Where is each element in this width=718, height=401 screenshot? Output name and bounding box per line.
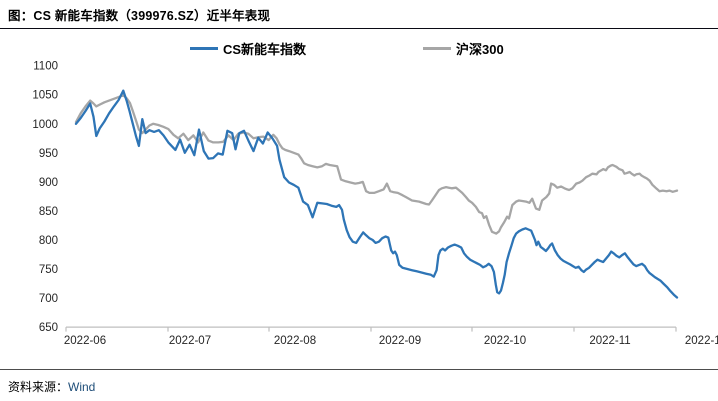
y-axis-tick-label: 650 (39, 322, 58, 334)
y-axis-tick-label: 1100 (33, 61, 58, 73)
source-value: Wind (68, 380, 96, 394)
y-axis-tick-label: 850 (39, 206, 58, 218)
x-axis-tick-label: 2022-06 (64, 335, 106, 347)
legend-item-hs300: 沪深300 (423, 40, 504, 57)
x-axis-tick-label: 2022-07 (169, 335, 211, 347)
x-axis-tick-label: 2022-12 (685, 335, 718, 347)
legend-item-cs-nev: CS新能车指数 (190, 40, 306, 57)
x-axis-tick-label: 2022-10 (484, 335, 526, 347)
source-label: 资料来源： (8, 380, 69, 394)
x-axis-tick-label: 2022-09 (379, 335, 421, 347)
y-axis-tick-label: 1050 (32, 90, 58, 102)
source-note: 资料来源：Wind (8, 378, 95, 395)
y-axis-tick-label: 700 (39, 293, 58, 305)
title-divider (0, 28, 718, 30)
y-axis-tick-label: 950 (39, 148, 58, 160)
legend-swatch-hs300-line (423, 46, 451, 51)
legend-label-hs300: 沪深300 (456, 42, 504, 57)
y-axis-tick-label: 1000 (32, 119, 58, 131)
y-axis-tick-label: 900 (39, 177, 58, 189)
series-line-hs300 (74, 94, 679, 235)
legend-label-cs-nev: CS新能车指数 (223, 42, 307, 57)
figure-title: 图：CS 新能车指数（399976.SZ）近半年表现 (8, 9, 271, 23)
legend-swatch-cs-nev-line (190, 46, 218, 51)
series-line-cs-nev (74, 89, 679, 299)
y-axis-tick-label: 750 (39, 264, 58, 276)
x-axis-tick-label: 2022-11 (589, 335, 630, 347)
y-axis-tick-label: 800 (39, 235, 58, 247)
footer-divider (0, 369, 718, 370)
chart-legend: CS新能车指数 沪深300 (0, 40, 718, 57)
x-axis-tick-label: 2022-08 (274, 335, 316, 347)
